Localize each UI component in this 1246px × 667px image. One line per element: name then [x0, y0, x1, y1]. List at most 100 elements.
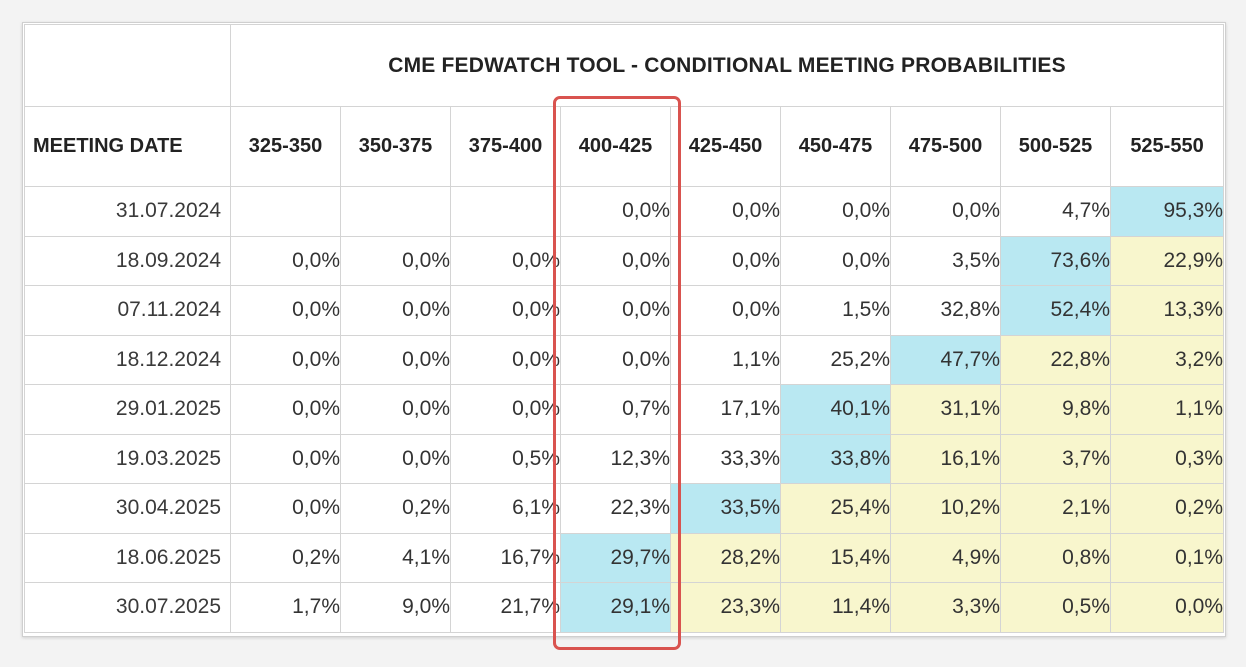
- column-header: 450-475: [780, 106, 891, 187]
- probability-cell: 0,0%: [230, 334, 341, 385]
- column-header: 325-350: [230, 106, 341, 187]
- probability-cell: 10,2%: [890, 483, 1001, 534]
- probability-cell: [450, 186, 561, 237]
- meeting-date-cell: 30.04.2025: [24, 483, 231, 534]
- meeting-date-cell: 07.11.2024: [24, 285, 231, 336]
- probability-cell: 31,1%: [890, 384, 1001, 435]
- probability-cell: 0,0%: [890, 186, 1001, 237]
- table-row: 30.07.2025 1,7% 9,0% 21,7% 29,1% 23,3% 11,4% 3,…: [24, 582, 1225, 633]
- probability-cell: 0,0%: [340, 235, 451, 286]
- probability-cell: 0,0%: [340, 334, 451, 385]
- probability-cell: 0,0%: [670, 235, 781, 286]
- probability-cell: 17,1%: [670, 384, 781, 435]
- probability-cell: 32,8%: [890, 285, 1001, 336]
- column-header: 500-525: [1000, 106, 1111, 187]
- probability-cell: 0,0%: [780, 186, 891, 237]
- table-row: 29.01.2025 0,0% 0,0% 0,0% 0,7% 17,1% 40,1% 31,1…: [24, 384, 1225, 435]
- probability-cell: 0,0%: [450, 235, 561, 286]
- probability-cell: 0,0%: [670, 285, 781, 336]
- probability-cell: 3,7%: [1000, 433, 1111, 484]
- column-header: 425-450: [670, 106, 781, 187]
- probability-cell: 33,5%: [670, 483, 781, 534]
- fedwatch-table: CME FEDWATCH TOOL - CONDITIONAL MEETING …: [24, 24, 1225, 633]
- column-header: 350-375: [340, 106, 451, 187]
- probability-cell: 16,1%: [890, 433, 1001, 484]
- probability-cell: 29,7%: [560, 532, 671, 583]
- table-row: 18.06.2025 0,2% 4,1% 16,7% 29,7% 28,2% 15,4% 4,…: [24, 532, 1225, 583]
- meeting-date-cell: 18.06.2025: [24, 532, 231, 583]
- probability-cell: 0,0%: [340, 285, 451, 336]
- probability-cell: 1,7%: [230, 582, 341, 633]
- table-row: 07.11.2024 0,0% 0,0% 0,0% 0,0% 0,0% 1,5% 32,8% 5…: [24, 285, 1225, 336]
- column-header: 525-550: [1109, 106, 1225, 187]
- probability-cell: 29,1%: [560, 582, 671, 633]
- probability-cell: 22,8%: [1000, 334, 1111, 385]
- probability-cell: 15,4%: [780, 532, 891, 583]
- meeting-date-cell: 18.12.2024: [24, 334, 231, 385]
- probability-cell: [230, 186, 341, 237]
- probability-cell: 28,2%: [670, 532, 781, 583]
- probability-cell: 1,1%: [1109, 384, 1225, 435]
- probability-cell: 22,3%: [560, 483, 671, 534]
- probability-cell: 9,0%: [340, 582, 451, 633]
- probability-cell: 6,1%: [450, 483, 561, 534]
- probability-cell: 95,3%: [1109, 186, 1225, 237]
- table-row: 30.04.2025 0,0% 0,2% 6,1% 22,3% 33,5% 25,4% 10,…: [24, 483, 1225, 534]
- probability-cell: 3,2%: [1109, 334, 1225, 385]
- table-row: 31.07.2024 0,0% 0,0% 0,0% 0,0% 4,7% 95,3%: [24, 186, 1225, 237]
- table-body: 31.07.2024 0,0% 0,0% 0,0% 0,0% 4,7% 95,3% 18.09…: [24, 186, 1225, 633]
- probability-cell: 22,9%: [1109, 235, 1225, 286]
- probability-cell: 9,8%: [1000, 384, 1111, 435]
- probability-cell: [340, 186, 451, 237]
- probability-cell: 0,5%: [1000, 582, 1111, 633]
- probability-cell: 12,3%: [560, 433, 671, 484]
- column-header: 375-400: [450, 106, 561, 187]
- table-row: 18.12.2024 0,0% 0,0% 0,0% 0,0% 1,1% 25,2% 47,7%…: [24, 334, 1225, 385]
- table-row: 18.09.2024 0,0% 0,0% 0,0% 0,0% 0,0% 0,0% 3,5% 73…: [24, 235, 1225, 286]
- probability-cell: 0,0%: [1109, 582, 1225, 633]
- probability-cell: 0,0%: [230, 433, 341, 484]
- probability-cell: 73,6%: [1000, 235, 1111, 286]
- meeting-date-cell: 18.09.2024: [24, 235, 231, 286]
- probability-cell: 0,0%: [560, 334, 671, 385]
- probability-cell: 0,0%: [450, 384, 561, 435]
- probability-cell: 0,0%: [560, 235, 671, 286]
- probability-cell: 0,0%: [230, 384, 341, 435]
- probability-cell: 2,1%: [1000, 483, 1111, 534]
- probability-cell: 1,1%: [670, 334, 781, 385]
- probability-cell: 0,2%: [1109, 483, 1225, 534]
- probability-cell: 23,3%: [670, 582, 781, 633]
- probability-cell: 0,7%: [560, 384, 671, 435]
- probability-cell: 4,9%: [890, 532, 1001, 583]
- probability-cell: 52,4%: [1000, 285, 1111, 336]
- probability-cell: 11,4%: [780, 582, 891, 633]
- probability-cell: 0,3%: [1109, 433, 1225, 484]
- corner-cell: [24, 24, 231, 107]
- probability-cell: 16,7%: [450, 532, 561, 583]
- probability-cell: 0,0%: [670, 186, 781, 237]
- probability-cell: 21,7%: [450, 582, 561, 633]
- probability-cell: 0,0%: [230, 285, 341, 336]
- meeting-date-cell: 29.01.2025: [24, 384, 231, 435]
- table-title: CME FEDWATCH TOOL - CONDITIONAL MEETING …: [229, 24, 1225, 107]
- column-header: 400-425: [560, 106, 671, 187]
- probability-cell: 13,3%: [1109, 285, 1225, 336]
- probability-cell: 0,0%: [450, 334, 561, 385]
- probability-cell: 33,3%: [670, 433, 781, 484]
- probability-cell: 3,3%: [890, 582, 1001, 633]
- probability-cell: 0,1%: [1109, 532, 1225, 583]
- probability-cell: 4,1%: [340, 532, 451, 583]
- table-row: 19.03.2025 0,0% 0,0% 0,5% 12,3% 33,3% 33,8% 16,…: [24, 433, 1225, 484]
- column-header-row: MEETING DATE 325-350 350-375 375-400 400-42…: [24, 106, 1225, 187]
- probability-cell: 0,0%: [230, 235, 341, 286]
- column-header: 475-500: [890, 106, 1001, 187]
- meeting-date-cell: 31.07.2024: [24, 186, 231, 237]
- probability-cell: 3,5%: [890, 235, 1001, 286]
- probability-cell: 0,0%: [560, 285, 671, 336]
- probability-cell: 25,4%: [780, 483, 891, 534]
- probability-cell: 0,5%: [450, 433, 561, 484]
- probability-cell: 25,2%: [780, 334, 891, 385]
- meeting-date-header: MEETING DATE: [24, 106, 231, 187]
- probability-cell: 33,8%: [780, 433, 891, 484]
- probability-cell: 0,2%: [340, 483, 451, 534]
